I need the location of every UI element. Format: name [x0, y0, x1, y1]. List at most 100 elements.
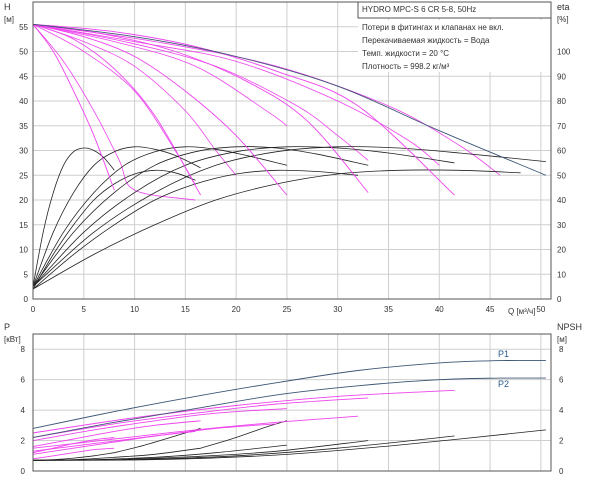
y-axis-unit-p: [кВт]	[4, 335, 21, 344]
y-right-tick-label: 10	[557, 270, 566, 279]
notes-background	[358, 20, 551, 72]
power-curve	[32, 437, 115, 454]
y-left-tick-label: 15	[19, 221, 28, 230]
y-left-tick-label: 40	[19, 97, 28, 106]
head-curve-max	[32, 23, 369, 193]
efficiency-curve	[32, 146, 546, 287]
y-right-tick-label: 50	[557, 171, 566, 180]
y-axis-unit-left: [м]	[4, 15, 14, 24]
y-left-tick-label: 35	[19, 122, 28, 131]
x-tick-label: 45	[486, 305, 495, 314]
x-tick-label: 10	[130, 305, 139, 314]
note-line-3: Темп. жидкости = 20 °C	[362, 49, 449, 58]
note-line-2: Перекачиваемая жидкость = Вода	[362, 36, 490, 45]
y-left-tick-label: 10	[19, 246, 28, 255]
y-left-tick-label: 5	[24, 270, 29, 279]
head-curve-reduced	[32, 23, 196, 186]
y-left-tick-label: 0	[24, 295, 29, 304]
title-box	[357, 1, 552, 19]
x-tick-label: 15	[181, 305, 190, 314]
bottom-plot-frame	[32, 333, 552, 472]
npsh-curve	[200, 420, 288, 449]
y-right-tick-label: 90	[557, 72, 566, 81]
x-tick-label: 50	[536, 305, 545, 314]
top-plot-frame	[32, 1, 552, 300]
p-tick-label: 8	[21, 345, 26, 354]
y-left-tick-label: 50	[19, 48, 28, 57]
head-curve-max	[32, 23, 201, 196]
power-curve	[32, 420, 201, 448]
efficiency-curve	[32, 146, 287, 287]
y-right-tick-label: 0	[557, 295, 562, 304]
y-axis-label-eta: eta	[557, 2, 570, 12]
note-line-1: Потери в фитингах и клапанах не вкл.	[362, 23, 504, 32]
head-curve-max	[32, 23, 455, 196]
head-curve-max	[32, 23, 547, 176]
power-curve	[32, 415, 359, 449]
p-tick-label: 0	[21, 467, 26, 476]
y-axis-unit-npsh: [м]	[557, 335, 567, 344]
power-curve	[32, 430, 196, 455]
x-tick-label: 35	[384, 305, 393, 314]
npsh-tick-label: 2	[559, 437, 564, 446]
efficiency-curve	[32, 146, 455, 287]
y-right-tick-label: 20	[557, 246, 566, 255]
bottom-curves	[32, 360, 546, 461]
head-curve-reduced	[32, 23, 369, 161]
head-curve-reduced	[32, 24, 196, 201]
power-curve	[32, 447, 115, 460]
y-right-tick-label: 100	[557, 48, 571, 57]
p-tick-label: 4	[21, 406, 26, 415]
head-curve-reduced	[32, 23, 288, 127]
head-curve-reduced	[32, 23, 440, 166]
head-curve-max	[32, 23, 288, 196]
p2-curve	[32, 377, 546, 438]
y-right-tick-label: 60	[557, 147, 566, 156]
y-left-tick-label: 25	[19, 171, 28, 180]
x-tick-label: 25	[282, 305, 291, 314]
top-frame	[32, 1, 552, 300]
head-curve-reduced	[32, 23, 237, 176]
power-curve	[32, 389, 455, 434]
y-left-tick-label: 45	[19, 72, 28, 81]
note-line-4: Плотность = 998.2 кг/м³	[362, 62, 450, 71]
y-axis-label-p: P	[4, 322, 10, 332]
series-label-p1: P1	[498, 349, 509, 359]
npsh-tick-label: 6	[559, 376, 564, 385]
x-axis-label: Q [м³/ч]	[508, 307, 535, 316]
p-tick-label: 6	[21, 376, 26, 385]
y-left-tick-label: 20	[19, 196, 28, 205]
head-curve-reduced	[32, 23, 501, 176]
x-tick-label: 0	[31, 305, 36, 314]
npsh-tick-label: 8	[559, 345, 564, 354]
y-left-tick-label: 30	[19, 147, 28, 156]
p1-curve	[32, 360, 546, 429]
x-tick-label: 40	[435, 305, 444, 314]
x-tick-label: 20	[232, 305, 241, 314]
y-right-tick-label: 80	[557, 97, 566, 106]
x-tick-label: 30	[333, 305, 342, 314]
efficiency-curve	[32, 169, 359, 290]
y-right-tick-label: 30	[557, 221, 566, 230]
y-left-tick-label: 55	[19, 23, 28, 32]
chart-title: HYDRO MPC-S 6 CR 5-8, 50Hz	[362, 5, 476, 14]
y-axis-label-h: H	[4, 2, 11, 12]
y-right-tick-label: 70	[557, 122, 566, 131]
head-curve-max	[32, 24, 115, 191]
bottom-frame	[32, 333, 552, 472]
efficiency-curve	[32, 169, 196, 290]
series-label-p2: P2	[498, 379, 509, 389]
npsh-curve	[32, 429, 546, 461]
top-curves	[32, 20, 551, 290]
npsh-tick-label: 0	[559, 467, 564, 476]
y-axis-label-npsh: NPSH	[557, 322, 582, 332]
power-curve	[32, 397, 369, 438]
x-tick-label: 5	[82, 305, 87, 314]
efficiency-curve	[32, 146, 369, 287]
y-axis-unit-right: [%]	[557, 15, 569, 24]
power-curve	[32, 408, 287, 442]
y-right-tick-label: 40	[557, 196, 566, 205]
efficiency-curve	[32, 146, 201, 287]
